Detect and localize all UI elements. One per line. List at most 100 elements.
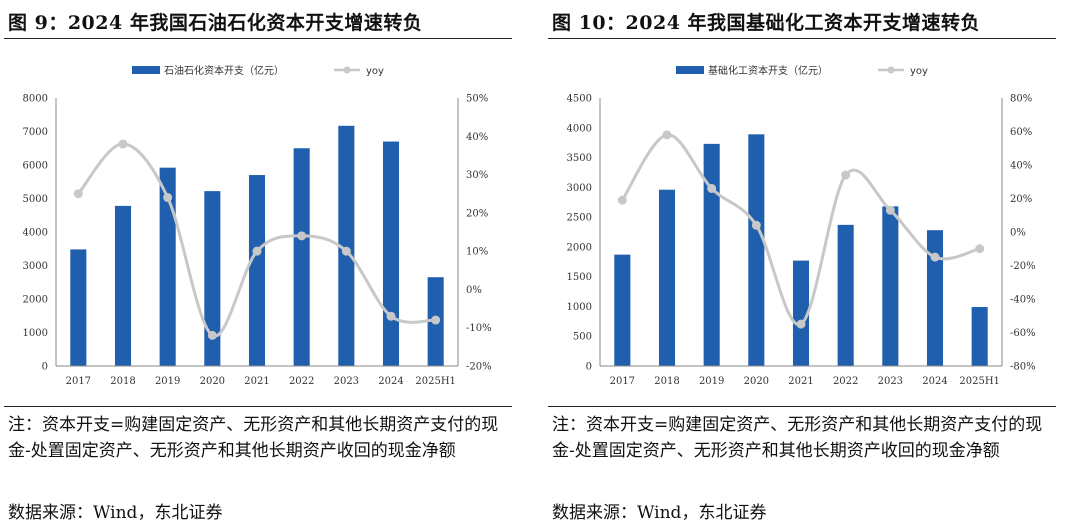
legend-line-marker bbox=[887, 66, 895, 74]
yoy-point bbox=[796, 319, 806, 329]
yoy-point bbox=[431, 315, 441, 325]
y2-tick-label: -60% bbox=[1010, 328, 1036, 339]
data-source: 数据来源：Wind，东北证券 bbox=[552, 503, 767, 523]
bar bbox=[748, 134, 765, 366]
y-tick-label: 1000 bbox=[23, 328, 48, 339]
yoy-point bbox=[930, 252, 940, 262]
x-tick-label: 2024 bbox=[378, 376, 403, 387]
yoy-point bbox=[617, 195, 627, 205]
yoy-point bbox=[73, 189, 83, 199]
legend-line-marker bbox=[343, 66, 351, 74]
bar bbox=[882, 206, 899, 366]
chart-basic-chemical-capex: 0 500 1000 1500 2000 2500 3000 3500 4000 4500 -80%… bbox=[567, 64, 1036, 387]
legend-bar-swatch bbox=[132, 66, 160, 74]
bar bbox=[837, 224, 854, 366]
x-tick-label: 2017 bbox=[610, 376, 635, 387]
y2-tick-label: 60% bbox=[1010, 127, 1032, 138]
y-tick-label: 8000 bbox=[23, 94, 48, 105]
bar bbox=[614, 254, 631, 366]
y-tick-label: 2500 bbox=[567, 213, 592, 224]
note-divider bbox=[4, 406, 512, 407]
bar bbox=[248, 175, 266, 366]
y-tick-label: 2000 bbox=[567, 242, 592, 253]
note-divider bbox=[548, 406, 1056, 407]
yoy-point bbox=[207, 330, 217, 340]
x-tick-label: 2024 bbox=[922, 376, 947, 387]
data-source: 数据来源：Wind，东北证券 bbox=[8, 503, 223, 523]
bar bbox=[658, 189, 676, 366]
y2-tick-label: -40% bbox=[1010, 295, 1036, 306]
y-tick-label: 4000 bbox=[567, 123, 592, 134]
x-tick-label: 2018 bbox=[110, 376, 135, 387]
yoy-point bbox=[118, 139, 128, 149]
bar bbox=[926, 230, 944, 366]
x-tick-label: 2021 bbox=[788, 376, 813, 387]
yoy-point bbox=[975, 244, 985, 254]
y2-tick-label: 0% bbox=[1010, 228, 1026, 239]
yoy-point bbox=[163, 193, 173, 203]
y-tick-label: 1000 bbox=[567, 302, 592, 313]
y-tick-label: 1500 bbox=[567, 272, 592, 283]
y2-tick-label: 40% bbox=[1010, 161, 1032, 172]
y2-tick-label: 50% bbox=[466, 94, 488, 105]
bar bbox=[114, 205, 132, 366]
y-tick-label: 4000 bbox=[23, 228, 48, 239]
y2-tick-label: 20% bbox=[1010, 194, 1032, 205]
y2-tick-label: -80% bbox=[1010, 362, 1036, 373]
yoy-point bbox=[297, 231, 307, 241]
chart-petrochemical-capex: 0 1000 2000 3000 4000 5000 6000 7000 8000 -20% -10… bbox=[23, 64, 492, 387]
bar bbox=[792, 260, 810, 366]
yoy-point bbox=[707, 183, 717, 193]
x-tick-label: 2023 bbox=[334, 376, 359, 387]
figure-note: 注：资本开支=购建固定资产、无形资产和其他长期资产支付的现金-处置固定资产、无形… bbox=[552, 415, 1043, 461]
bar bbox=[70, 249, 87, 366]
figure-title: 图 10：2024 年我国基础化工资本开支增速转负 bbox=[552, 12, 981, 34]
yoy-point bbox=[252, 246, 262, 256]
y-tick-label: 0 bbox=[586, 362, 592, 373]
y-tick-label: 2000 bbox=[23, 295, 48, 306]
y-tick-label: 5000 bbox=[23, 194, 48, 205]
bar bbox=[204, 191, 221, 366]
y2-tick-label: 20% bbox=[466, 208, 488, 219]
legend-line-label: yoy bbox=[366, 66, 384, 77]
y-tick-label: 3500 bbox=[567, 153, 592, 164]
x-tick-label: 2018 bbox=[654, 376, 679, 387]
x-tick-label: 2025H1 bbox=[959, 376, 1000, 387]
yoy-point bbox=[662, 130, 672, 140]
yoy-point bbox=[841, 170, 851, 180]
bar bbox=[338, 125, 355, 367]
figure-9-panel: 图 9：2024 年我国石油石化资本开支增速转负 0 1000 2000 3000 40… bbox=[4, 0, 516, 532]
y-tick-label: 3000 bbox=[567, 183, 592, 194]
y-tick-label: 7000 bbox=[23, 127, 48, 138]
y-tick-label: 3000 bbox=[23, 261, 48, 272]
legend-bar-label: 石油石化资本开支（亿元） bbox=[164, 64, 284, 77]
legend-bar-swatch bbox=[676, 66, 704, 74]
yoy-point bbox=[386, 311, 396, 321]
bar bbox=[293, 148, 310, 366]
yoy-line bbox=[77, 142, 436, 338]
y2-tick-label: -10% bbox=[466, 323, 492, 334]
y2-tick-label: 30% bbox=[466, 170, 488, 181]
y2-tick-label: 10% bbox=[466, 247, 488, 258]
x-tick-label: 2020 bbox=[200, 376, 225, 387]
y2-tick-label: -20% bbox=[466, 362, 492, 373]
yoy-point bbox=[885, 205, 895, 215]
y-tick-label: 0 bbox=[42, 362, 48, 373]
x-tick-label: 2019 bbox=[155, 376, 180, 387]
bar bbox=[971, 307, 988, 366]
y-tick-label: 500 bbox=[573, 332, 592, 343]
figure-10-panel: 图 10：2024 年我国基础化工资本开支增速转负 0 500 1000 1500 20… bbox=[548, 0, 1060, 532]
yoy-point bbox=[751, 220, 761, 230]
x-tick-label: 2021 bbox=[244, 376, 269, 387]
bar bbox=[703, 143, 720, 366]
figure-title: 图 9：2024 年我国石油石化资本开支增速转负 bbox=[8, 12, 423, 34]
y2-tick-label: 0% bbox=[466, 285, 482, 296]
title-divider bbox=[548, 38, 1056, 39]
legend-line-label: yoy bbox=[910, 66, 928, 77]
y2-tick-label: 40% bbox=[466, 132, 488, 143]
x-tick-label: 2022 bbox=[833, 376, 858, 387]
y-tick-label: 6000 bbox=[23, 161, 48, 172]
x-tick-label: 2022 bbox=[289, 376, 314, 387]
x-tick-label: 2025H1 bbox=[415, 376, 456, 387]
y-tick-label: 4500 bbox=[567, 94, 592, 105]
